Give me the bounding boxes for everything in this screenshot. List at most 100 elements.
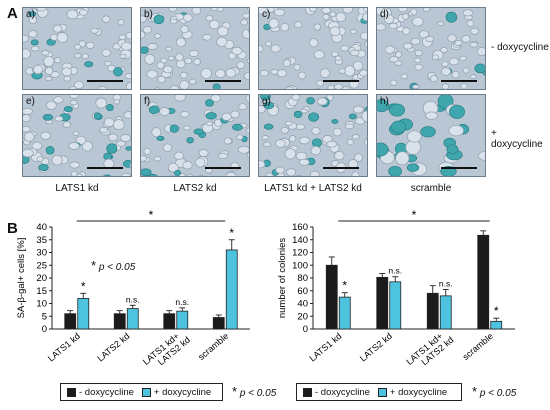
- micrograph-c: c): [258, 7, 368, 90]
- cell: [223, 137, 233, 145]
- micrograph-h: h): [376, 94, 486, 177]
- cell: [85, 41, 95, 49]
- stained-cell: [141, 46, 149, 54]
- cell: [231, 46, 243, 56]
- significance-note-left: * p < 0.05: [232, 384, 277, 399]
- bar: [212, 317, 225, 330]
- stained-cell: [390, 120, 407, 134]
- stained-cell: [263, 101, 275, 110]
- y-tick-label: 120: [292, 248, 308, 259]
- cell: [197, 175, 199, 176]
- cell: [478, 150, 485, 161]
- cell: [460, 82, 468, 89]
- micrograph-d: d): [376, 7, 486, 90]
- stained-cell: [449, 104, 465, 119]
- cell: [159, 107, 170, 116]
- cell: [309, 170, 320, 176]
- cell: [97, 86, 108, 89]
- cell: [160, 57, 168, 64]
- cell: [461, 34, 471, 43]
- bar: [325, 264, 338, 330]
- cell: [259, 69, 269, 77]
- cell: [314, 87, 321, 89]
- cell: [36, 156, 44, 162]
- cell: [180, 25, 189, 34]
- stained-cell: [260, 95, 271, 101]
- cell: [120, 134, 131, 142]
- cell: [282, 59, 291, 68]
- cell: [352, 60, 364, 71]
- legend-label-plus-right: + doxycycline: [389, 386, 448, 398]
- cell-texture: [141, 8, 249, 89]
- cell: [202, 34, 213, 41]
- cell-texture: [259, 8, 367, 89]
- category-label: LATS1 kd+LATS2 kd: [141, 327, 192, 375]
- stained-cell: [156, 135, 165, 141]
- cell: [215, 69, 226, 79]
- scale-bar: [205, 167, 241, 169]
- cell: [165, 46, 173, 52]
- cell: [448, 57, 459, 66]
- stained-cell: [311, 138, 322, 148]
- cell: [183, 125, 191, 131]
- cell: [329, 11, 337, 18]
- micrograph-f: f): [140, 94, 250, 177]
- micrograph-sublabel: h): [380, 96, 389, 107]
- row-label-plus-doxycycline: + doxycycline: [491, 128, 543, 150]
- cell: [400, 73, 408, 80]
- cell: [216, 36, 228, 47]
- cell: [322, 13, 330, 21]
- cell: [285, 120, 293, 127]
- y-tick-label: 60: [297, 286, 308, 297]
- cell: [68, 86, 77, 89]
- cell: [275, 166, 285, 174]
- cell: [23, 148, 34, 158]
- cell: [167, 55, 175, 61]
- cell-texture: [377, 95, 485, 176]
- cell: [23, 125, 31, 133]
- cell: [46, 100, 57, 110]
- stained-cell: [113, 67, 123, 77]
- stained-cell: [169, 124, 179, 133]
- cell: [175, 53, 184, 62]
- cell: [364, 40, 367, 49]
- micrograph-sublabel: c): [262, 9, 271, 20]
- stained-cell: [446, 144, 459, 155]
- cell: [130, 112, 131, 116]
- cell: [142, 26, 152, 34]
- cell: [168, 8, 178, 13]
- cell: [101, 48, 111, 57]
- significance-label: *: [81, 279, 86, 293]
- cell: [62, 121, 71, 128]
- cell: [43, 55, 55, 67]
- cell: [288, 135, 297, 143]
- column-label-lats1-kd: LATS1 kd: [55, 183, 99, 194]
- cell: [470, 27, 479, 35]
- cell: [40, 131, 51, 140]
- cell: [188, 78, 197, 85]
- cell: [184, 57, 193, 65]
- cell: [217, 152, 228, 160]
- cell: [75, 135, 87, 145]
- cell: [245, 95, 249, 104]
- y-tick-label: 140: [292, 235, 308, 246]
- cell: [44, 76, 53, 82]
- cell: [459, 55, 467, 62]
- y-axis-label: number of colonies: [277, 238, 288, 319]
- stained-cell: [148, 173, 158, 176]
- y-tick-label: 20: [297, 311, 308, 322]
- cell: [23, 48, 31, 59]
- cell: [147, 43, 158, 50]
- cell: [414, 57, 422, 64]
- cell: [437, 21, 445, 27]
- cell: [298, 158, 310, 166]
- category-label: scramble: [196, 331, 230, 362]
- cell: [377, 23, 387, 31]
- significance-label: *: [342, 279, 347, 293]
- cell: [423, 8, 430, 12]
- cell: [205, 14, 214, 22]
- y-tick-label: 0: [42, 324, 47, 335]
- cell: [31, 141, 43, 150]
- cell: [141, 15, 147, 23]
